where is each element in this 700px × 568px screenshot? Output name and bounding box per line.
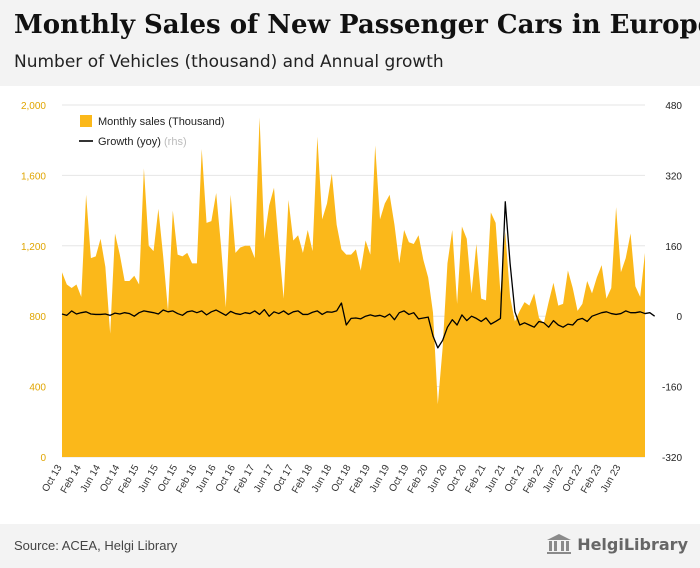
legend-rhs-note: (rhs) — [164, 136, 187, 148]
y-right-tick-label: 320 — [665, 171, 682, 182]
y-right-tick-label: 160 — [665, 242, 682, 253]
y-left-tick-label: 800 — [29, 312, 46, 323]
brand-logo: HelgiLibrary — [546, 533, 688, 555]
library-building-icon — [547, 534, 572, 554]
sales-area — [62, 117, 645, 457]
y-left-tick-label: 1,200 — [21, 242, 46, 253]
legend-swatch-sales — [80, 115, 92, 127]
sales-growth-chart: 0 400 800 1,200 1,600 2,000 -320 -160 0 160 320 480… — [21, 101, 682, 495]
brand-name: HelgiLibrary — [577, 534, 688, 554]
y-left-tick-label: 1,600 — [21, 171, 46, 182]
chart-header: Monthly Sales of New Passenger Cars in E… — [0, 0, 700, 86]
y-left-tick-label: 0 — [40, 453, 46, 464]
y-right-tick-label: 480 — [665, 101, 682, 112]
y-left-tick-label: 2,000 — [21, 101, 46, 112]
y-right-tick-label: -320 — [662, 453, 682, 464]
x-tick-label: Jun 23 — [599, 463, 624, 495]
chart-subtitle: Number of Vehicles (thousand) and Annual… — [14, 52, 444, 72]
source-note: Source: ACEA, Helgi Library — [14, 538, 178, 553]
chart-footer: Source: ACEA, Helgi Library HelgiLibrary — [0, 524, 700, 568]
legend-label-sales: Monthly sales (Thousand) — [98, 116, 225, 128]
y-right-tick-label: -160 — [662, 383, 682, 394]
y-left-tick-label: 400 — [29, 383, 46, 394]
y-right-tick-label: 0 — [676, 312, 682, 323]
legend-label-growth: Growth (yoy) (rhs) — [98, 136, 187, 148]
chart-title: Monthly Sales of New Passenger Cars in E… — [14, 10, 700, 40]
growth-line — [61, 201, 656, 349]
